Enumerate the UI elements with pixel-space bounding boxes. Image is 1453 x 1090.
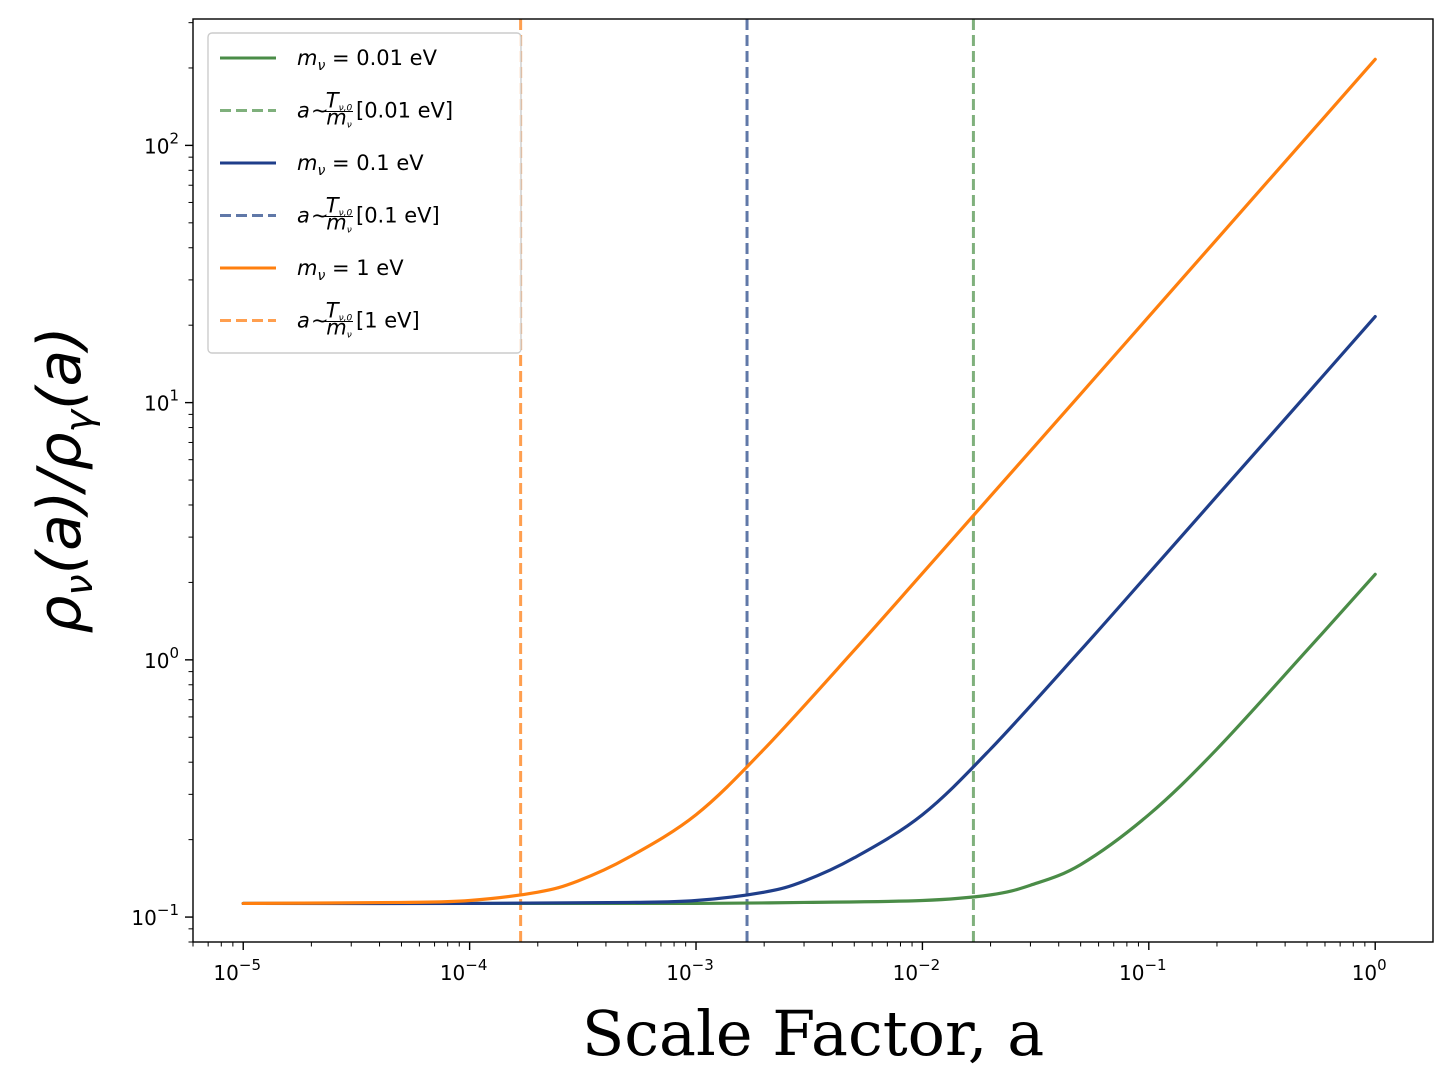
- legend-box: [207, 32, 522, 354]
- series-layer: [241, 19, 1377, 942]
- x-tick-label-3: 10−2: [893, 956, 941, 985]
- legend: mν = 0.01 eVa ∼Tν,0mν[0.01 eV]mν = 0.1 eV…: [207, 32, 522, 354]
- y-axis-label: ρν(a)/ργ(a): [25, 326, 101, 633]
- y-tick-label-2: 101: [144, 387, 179, 416]
- legend-frac-numerator: Tν,0: [326, 299, 353, 324]
- series-line-2: [241, 314, 1377, 906]
- legend-a-symbol: a: [297, 309, 310, 333]
- legend-frac-denominator: mν: [326, 316, 352, 341]
- legend-a-symbol: a: [297, 204, 310, 228]
- legend-label-5: a ∼Tν,0mν[1 eV]: [297, 299, 420, 341]
- legend-label-4: mν = 1 eV: [297, 256, 404, 284]
- legend-bracket-label: [0.1 eV]: [356, 204, 440, 228]
- legend-bracket-label: [0.01 eV]: [356, 99, 453, 123]
- legend-label-2: mν = 0.1 eV: [297, 151, 424, 179]
- ticks-layer: 10−5 10−4 10−3 10−2 10−1 100 10−1 100 101 102: [131, 22, 1387, 985]
- x-tick-label-4: 10−1: [1119, 956, 1167, 985]
- legend-a-symbol: a: [297, 99, 310, 123]
- legend-frac-denominator: mν: [326, 106, 352, 131]
- legend-frac-numerator: Tν,0: [326, 89, 353, 114]
- legend-tilde: ∼: [311, 309, 329, 333]
- legend-label-0: mν = 0.01 eV: [297, 46, 438, 74]
- y-label-sub-nu: ν: [57, 574, 101, 595]
- y-tick-label-1: 100: [144, 644, 179, 673]
- x-tick-label-1: 10−4: [440, 956, 488, 985]
- y-label-rho-gamma: ρ: [25, 432, 95, 470]
- y-tick-label-0: 10−1: [131, 901, 179, 930]
- y-label-end: (a): [25, 326, 95, 410]
- x-tick-label-2: 10−3: [666, 956, 714, 985]
- y-label-mid: (a)/: [25, 465, 95, 575]
- legend-bracket-label: [1 eV]: [356, 309, 420, 333]
- x-tick-label-5: 100: [1352, 956, 1387, 985]
- legend-label-1: a ∼Tν,0mν[0.01 eV]: [297, 89, 453, 131]
- y-tick-label-3: 102: [144, 129, 179, 158]
- legend-tilde: ∼: [311, 99, 329, 123]
- y-label-sub-gamma: γ: [57, 407, 101, 432]
- legend-tilde: ∼: [311, 204, 329, 228]
- y-label-rho-nu: ρ: [25, 596, 95, 634]
- legend-label-3: a ∼Tν,0mν[0.1 eV]: [297, 194, 440, 236]
- x-tick-label-0: 10−5: [213, 956, 261, 985]
- legend-frac-denominator: mν: [326, 211, 352, 236]
- x-axis-label: Scale Factor, a: [582, 997, 1044, 1070]
- legend-frac-numerator: Tν,0: [326, 194, 353, 219]
- series-line-4: [241, 57, 1377, 906]
